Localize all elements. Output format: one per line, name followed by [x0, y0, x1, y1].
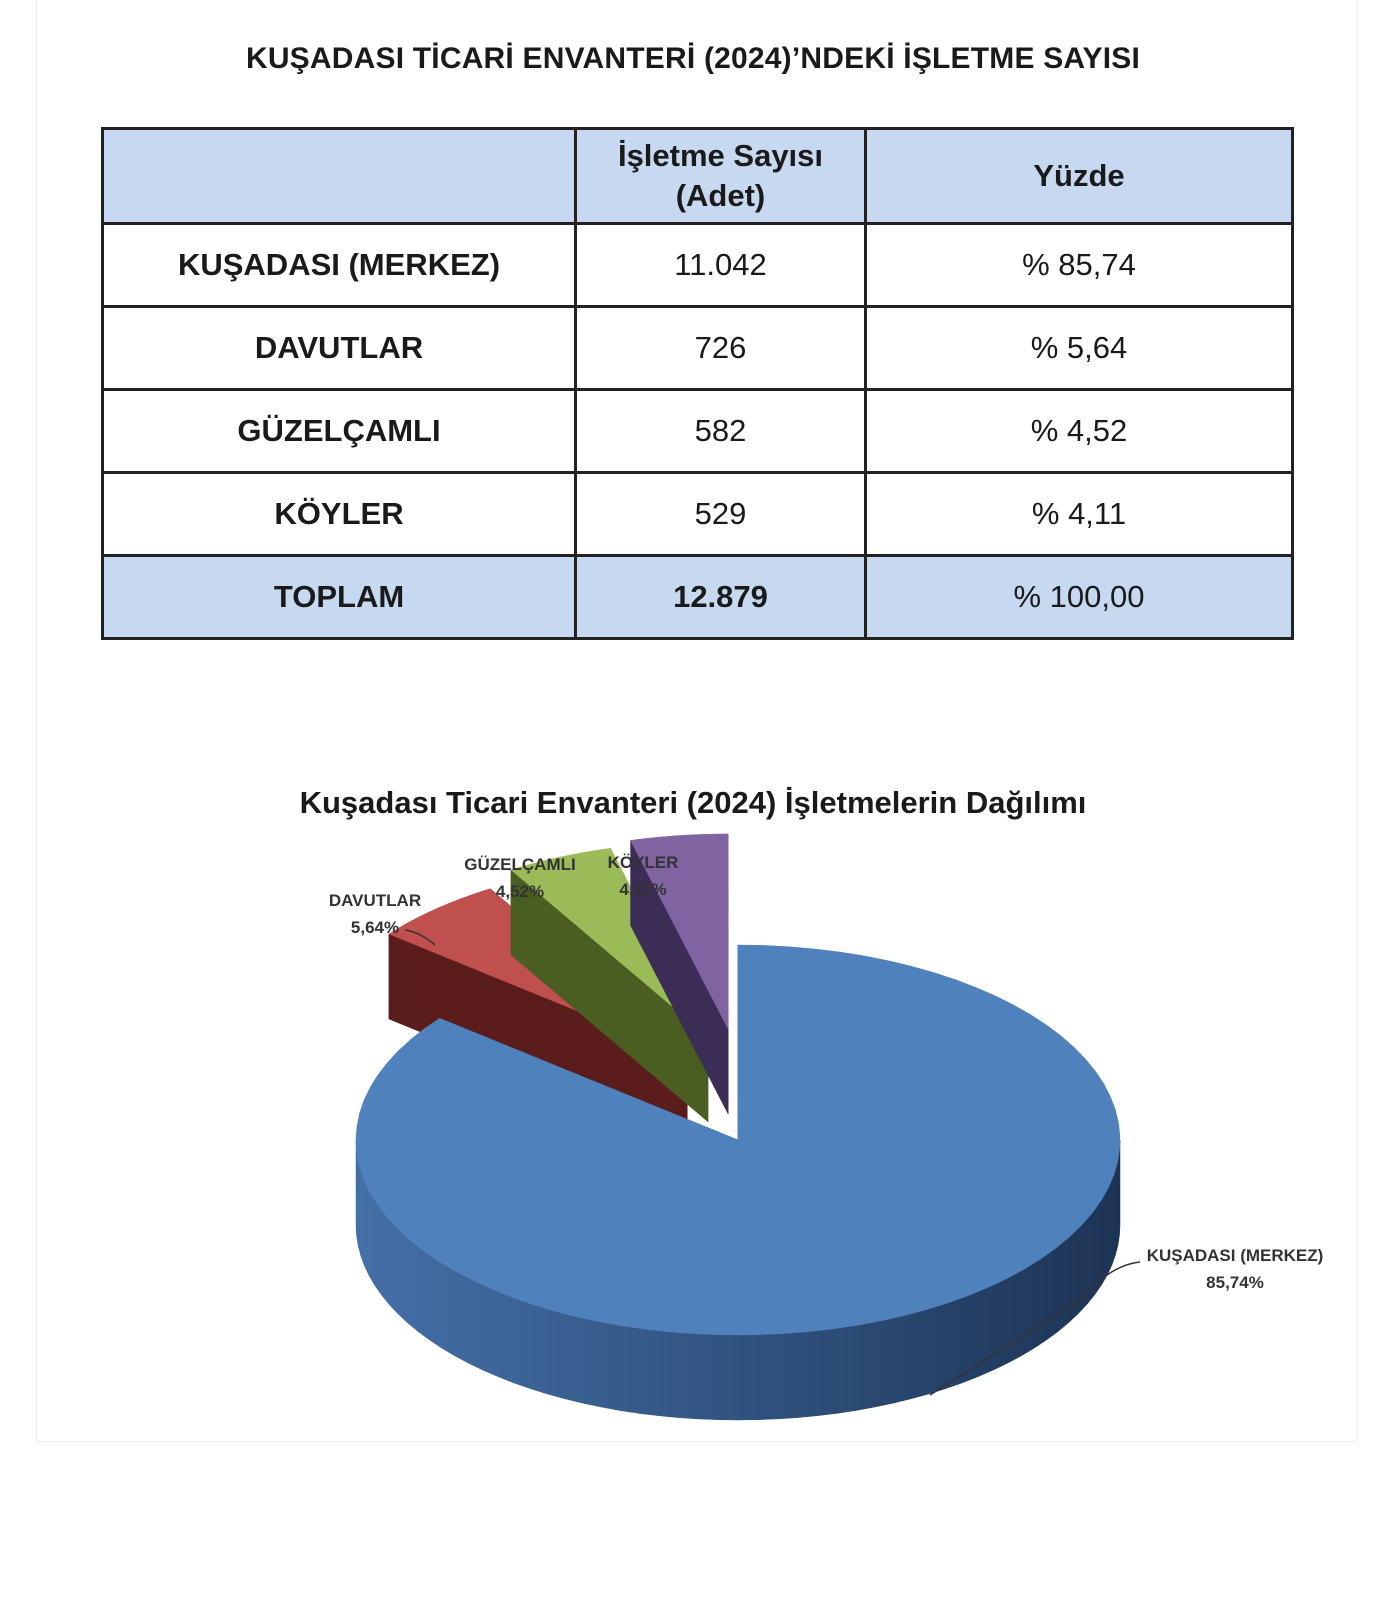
page-title: KUŞADASI TİCARİ ENVANTERİ (2024)’NDEKİ İ… — [245, 42, 1141, 75]
data-label-value: 4,11% — [619, 880, 666, 899]
table-row: KUŞADASI (MERKEZ) 11.042 % 85,74 — [101, 222, 1294, 308]
pie-slice-guzelcamli — [510, 848, 709, 1038]
row-name: DAVUTLAR — [101, 305, 577, 391]
total-name: TOPLAM — [101, 554, 577, 640]
leader-line-merkez — [929, 1261, 1141, 1396]
data-label-name: KÖYLER — [608, 853, 679, 872]
pie-slice-merkez — [355, 944, 1121, 1336]
table-total-row: TOPLAM 12.879 % 100,00 — [101, 554, 1294, 640]
row-count: 726 — [574, 305, 867, 391]
row-percent: % 5,64 — [864, 305, 1294, 391]
header-percent: Yüzde — [864, 127, 1294, 225]
table-row: DAVUTLAR 726 % 5,64 — [101, 305, 1294, 391]
table-row: KÖYLER 529 % 4,11 — [101, 471, 1294, 557]
data-label-value: 5,64% — [351, 918, 399, 937]
header-count: İşletme Sayısı (Adet) — [574, 127, 867, 225]
page-frame — [36, 0, 1358, 1442]
table-header-row: İşletme Sayısı (Adet) Yüzde — [101, 127, 1294, 225]
row-percent: % 4,11 — [864, 471, 1294, 557]
data-label-name: KUŞADASI (MERKEZ) — [1147, 1246, 1324, 1265]
data-label-value: 85,74% — [1206, 1273, 1264, 1292]
leader-line-davutlar — [404, 929, 436, 946]
total-count: 12.879 — [574, 554, 867, 640]
header-count-line1: İşletme Sayısı — [617, 137, 824, 173]
pie-slice-koyler — [630, 833, 729, 1030]
total-percent: % 100,00 — [864, 554, 1294, 640]
data-label-name: DAVUTLAR — [329, 891, 421, 910]
row-name: KÖYLER — [101, 471, 577, 557]
header-count-line2: (Adet) — [675, 178, 766, 213]
row-name: GÜZELÇAMLI — [101, 388, 577, 474]
data-label-value: 4,52% — [496, 882, 544, 901]
row-percent: % 4,52 — [864, 388, 1294, 474]
row-name: KUŞADASI (MERKEZ) — [101, 222, 577, 308]
header-empty — [101, 127, 577, 225]
table-row: GÜZELÇAMLI 582 % 4,52 — [101, 388, 1294, 474]
row-count: 582 — [574, 388, 867, 474]
business-count-table: İşletme Sayısı (Adet) Yüzde KUŞADASI (MER… — [101, 127, 1294, 640]
row-count: 11.042 — [574, 222, 867, 308]
row-percent: % 85,74 — [864, 222, 1294, 308]
row-count: 529 — [574, 471, 867, 557]
chart-title: Kuşadası Ticari Envanteri (2024) İşletme… — [299, 785, 1087, 820]
data-label-name: GÜZELÇAMLI — [464, 855, 575, 874]
